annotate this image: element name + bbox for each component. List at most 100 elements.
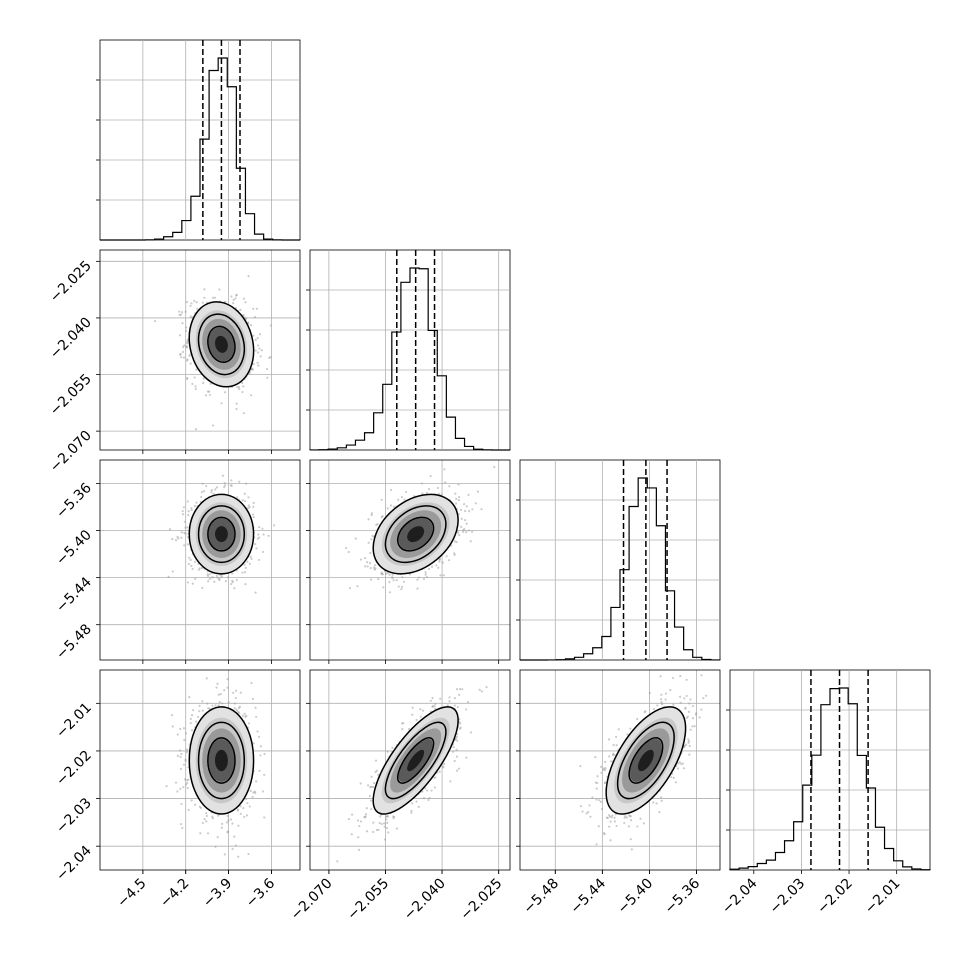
sample-point xyxy=(223,391,227,394)
sample-point xyxy=(190,507,193,510)
sample-point xyxy=(243,571,247,574)
sample-point xyxy=(610,816,613,819)
density-layer xyxy=(344,465,496,594)
sample-point xyxy=(211,424,215,427)
sample-point xyxy=(181,513,185,516)
sample-point xyxy=(183,738,186,742)
sample-point xyxy=(465,505,468,508)
sample-point xyxy=(247,852,250,856)
sample-point xyxy=(249,323,253,327)
sample-point xyxy=(388,580,391,584)
sample-point xyxy=(241,499,244,502)
sample-point xyxy=(688,744,691,747)
sample-point xyxy=(165,785,168,788)
sample-point xyxy=(268,356,271,359)
contour-line xyxy=(207,516,236,552)
sample-point xyxy=(422,577,426,580)
panel-p1-hist xyxy=(96,39,301,241)
sample-point xyxy=(683,697,686,700)
sample-point xyxy=(213,580,216,583)
sample-point xyxy=(184,732,188,735)
sample-point xyxy=(437,566,440,569)
sample-point xyxy=(438,770,441,773)
sample-point xyxy=(201,301,204,304)
sample-point xyxy=(464,509,467,513)
sample-point xyxy=(217,814,220,817)
sample-point xyxy=(359,820,363,823)
sample-point xyxy=(448,700,451,703)
sample-point xyxy=(480,508,483,511)
sample-point xyxy=(193,560,197,563)
contour-line xyxy=(616,721,675,800)
sample-point xyxy=(591,796,594,799)
sample-point xyxy=(443,762,446,766)
sample-point xyxy=(402,580,406,583)
sample-point xyxy=(256,344,260,347)
sample-point xyxy=(224,484,227,487)
sample-point xyxy=(234,297,237,300)
sample-point xyxy=(193,376,196,379)
sample-point xyxy=(695,712,698,715)
sample-point xyxy=(194,577,197,580)
sample-point xyxy=(198,567,201,570)
sample-point xyxy=(397,498,400,501)
sample-point xyxy=(459,508,463,512)
sample-point xyxy=(239,691,242,694)
sample-point xyxy=(226,814,229,818)
sample-point xyxy=(433,786,437,789)
sample-point xyxy=(380,498,383,501)
sample-point xyxy=(190,729,194,732)
density-level xyxy=(637,749,654,772)
contour-line xyxy=(188,706,255,815)
sample-point xyxy=(252,515,255,519)
sample-point xyxy=(377,577,380,581)
sample-point xyxy=(249,555,252,558)
sample-point xyxy=(372,821,375,824)
sample-point xyxy=(223,689,226,692)
sample-point xyxy=(199,806,203,809)
sample-point xyxy=(680,762,683,766)
sample-point xyxy=(191,382,194,385)
sample-point xyxy=(244,566,247,569)
sample-point xyxy=(211,576,215,579)
sample-point xyxy=(183,344,186,347)
sample-point xyxy=(258,347,261,350)
contour-line xyxy=(188,493,255,575)
sample-point xyxy=(171,537,174,541)
sample-point xyxy=(255,715,258,718)
sample-point xyxy=(206,832,210,835)
sample-point xyxy=(251,697,255,700)
sample-point xyxy=(615,824,618,828)
sample-point xyxy=(417,805,420,808)
sample-point xyxy=(378,821,381,825)
sample-point xyxy=(365,807,368,810)
sample-point xyxy=(368,794,372,798)
sample-point xyxy=(455,755,459,758)
sample-point xyxy=(682,767,686,770)
sample-point xyxy=(211,704,214,707)
sample-point xyxy=(255,307,258,310)
sample-point xyxy=(478,688,481,691)
sample-point xyxy=(256,351,260,354)
sample-point xyxy=(216,576,219,580)
sample-point xyxy=(178,334,182,337)
sample-point xyxy=(237,855,240,858)
sample-point xyxy=(186,526,189,529)
sample-point xyxy=(221,822,224,826)
panel-p1-p2: −2.070 −2.055 −2.040 −2.025 xyxy=(47,249,301,476)
histogram-p4 xyxy=(729,687,931,871)
sample-point xyxy=(684,707,687,710)
sample-point xyxy=(226,678,229,681)
sample-point xyxy=(237,706,241,709)
sample-point xyxy=(207,580,210,583)
sample-point xyxy=(367,541,370,544)
sample-point xyxy=(248,805,251,808)
x-tick-label: −2.040 xyxy=(401,876,449,924)
sample-point xyxy=(678,695,682,698)
sample-point xyxy=(442,766,445,769)
sample-point xyxy=(220,575,224,578)
sample-point xyxy=(254,591,257,594)
sample-point xyxy=(205,814,208,818)
sample-point xyxy=(178,313,181,317)
sample-point xyxy=(433,705,436,708)
